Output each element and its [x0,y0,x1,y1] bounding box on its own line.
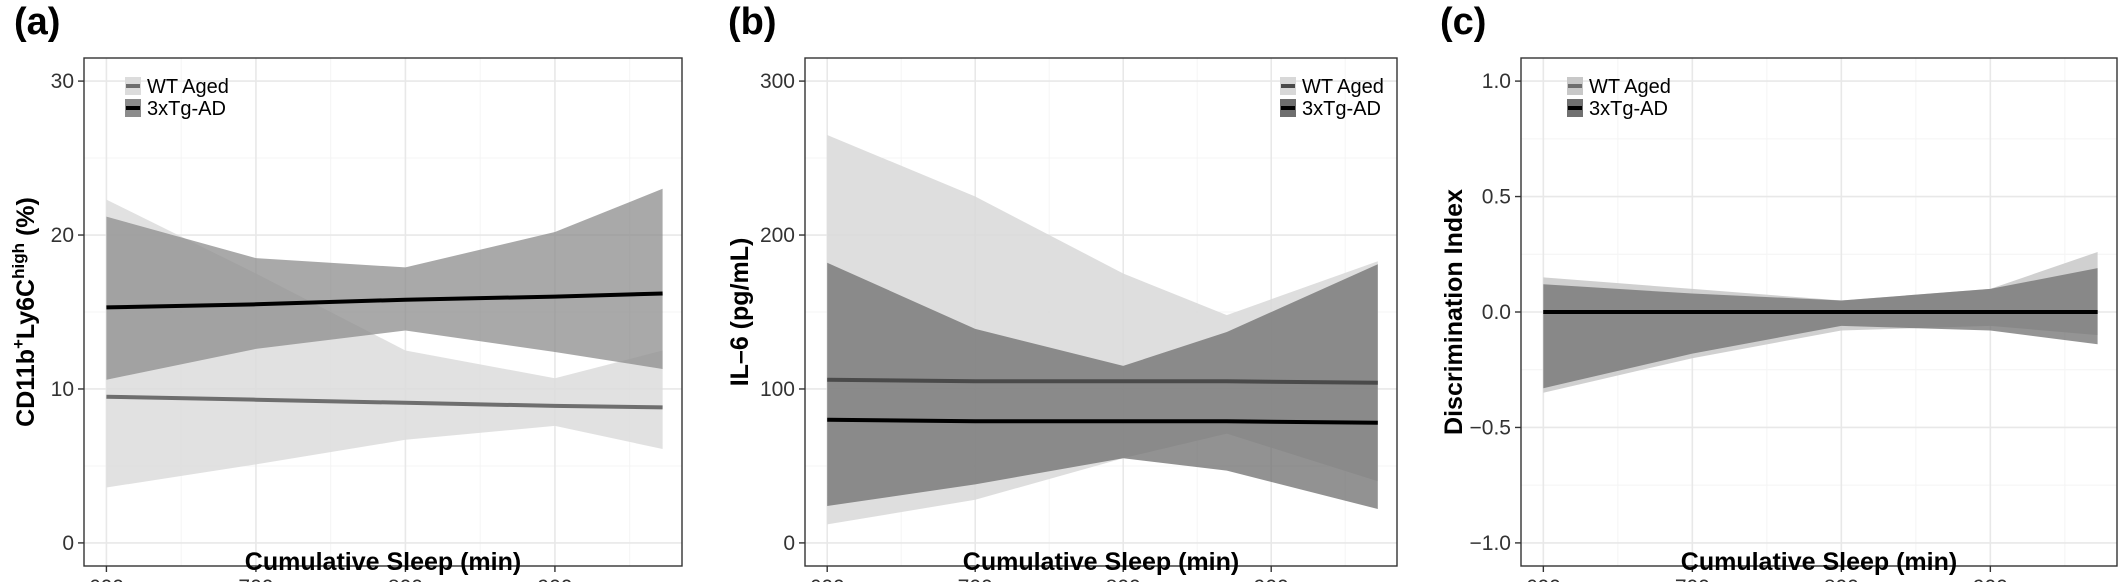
x-tick-label: 700 [238,576,273,582]
confidence-band-3xtg-ad [106,188,663,380]
y-tick-label: 0.0 [1482,301,1511,324]
x-tick-label: 600 [1526,576,1561,582]
series-line-wt-aged [827,377,1378,385]
series-line-3xtg-ad [827,417,1378,425]
x-tick-label: 800 [1824,576,1859,582]
y-tick-label: 200 [760,224,795,247]
legend-label: 3xTg-AD [147,98,226,120]
chart-panel-3: 600 700 800 900 −1.0 −0.5 0.0 0.5 1.0 (c) Cumulati… [1440,1,2118,582]
x-tick-label: 900 [1254,576,1289,582]
chart-panel-2: 600 700 800 900 0 100 200 300 (b) Cumulative Slee… [726,1,1398,582]
series-line-3xtg-ad [106,291,663,310]
x-tick-label: 700 [958,576,993,582]
legend-label: WT Aged [1589,76,1671,98]
confidence-band-3xtg-ad [827,262,1378,509]
x-axis-title: Cumulative Sleep (min) [963,548,1239,576]
x-tick-label: 900 [1973,576,2008,582]
y-axis-title: IL–6 (pg/mL) [726,238,754,387]
plot-border [83,57,683,567]
y-tick-label: 1.0 [1482,70,1511,93]
x-axis-title: Cumulative Sleep (min) [245,548,521,576]
y-axis-title: CD11b+Ly6Chigh (%) [9,197,40,427]
y-tick-label: 30 [51,70,74,93]
y-axis-title: Discrimination Index [1440,189,1468,435]
x-tick-label: 600 [89,576,124,582]
legend-label: 3xTg-AD [1589,98,1668,120]
chart-panel-1: 600 700 800 900 0 10 20 30 (a) Cumulative Sleep (… [9,1,683,582]
y-tick-label: 0 [783,532,795,555]
panel-label: (c) [1440,1,1486,43]
y-tick-label: 300 [760,70,795,93]
y-tick-label: 0.5 [1482,186,1511,209]
y-tick-label: 10 [51,378,74,401]
y-tick-label: −1.0 [1470,532,1511,555]
series-line-wt-aged [106,394,663,410]
x-tick-label: 800 [388,576,423,582]
x-tick-label: 800 [1106,576,1141,582]
x-axis-title: Cumulative Sleep (min) [1681,548,1957,576]
plot-border [804,57,1398,567]
y-tick-label: 20 [51,224,74,247]
x-tick-label: 600 [810,576,845,582]
y-tick-label: 100 [760,378,795,401]
y-tick-label: −0.5 [1470,416,1511,439]
panel-label: (b) [728,1,777,43]
legend-label: 3xTg-AD [1302,98,1381,120]
legend-label: WT Aged [147,76,229,98]
x-tick-label: 700 [1675,576,1710,582]
legend-label: WT Aged [1302,76,1384,98]
panel-label: (a) [14,1,60,43]
y-tick-label: 0 [62,532,74,555]
confidence-band-3xtg-ad [1543,268,2098,389]
x-tick-label: 900 [537,576,572,582]
